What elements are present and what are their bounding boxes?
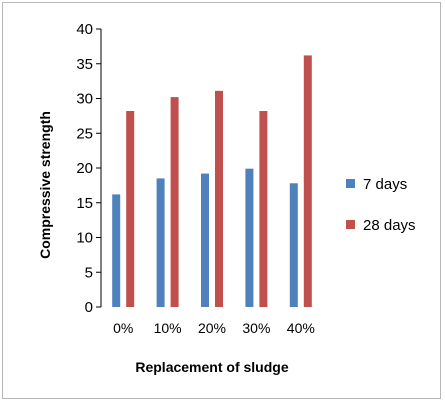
y-tick-label: 5	[85, 264, 93, 281]
y-tick-label: 10	[76, 230, 93, 247]
x-tick-label: 40%	[287, 320, 315, 336]
y-tick-label: 30	[76, 91, 93, 108]
y-tick-label: 25	[76, 125, 93, 142]
x-axis-title: Replacement of sludge	[135, 359, 288, 375]
legend-label-7-days: 7 days	[363, 176, 407, 193]
x-tick-label: 10%	[154, 320, 182, 336]
x-tick-label: 20%	[198, 320, 226, 336]
y-tick-label: 20	[76, 160, 93, 177]
bar-7-days-40pct	[289, 183, 298, 307]
bar-28-days-10pct	[170, 97, 179, 307]
legend-swatch-7-days	[346, 179, 355, 188]
y-axis-title: Compressive strength	[37, 111, 53, 259]
y-tick-label: 40	[76, 21, 93, 38]
bar-28-days-20pct	[215, 90, 223, 307]
bar-7-days-20pct	[201, 173, 209, 307]
y-axis-ticks: 0 5 10 15 20 25 30 35 40	[76, 21, 101, 316]
y-tick-label: 35	[76, 56, 93, 73]
bar-7-days-0pct	[112, 194, 121, 307]
legend: 7 days 28 days	[346, 176, 416, 234]
bar-7-days-10pct	[156, 178, 165, 307]
x-tick-label: 30%	[242, 320, 270, 336]
y-tick-label: 0	[85, 299, 93, 316]
bar-28-days-0pct	[126, 111, 135, 307]
bar-28-days-40pct	[303, 55, 312, 307]
legend-label-28-days: 28 days	[363, 217, 416, 234]
legend-swatch-28-days	[346, 220, 355, 229]
x-tick-label: 0%	[113, 320, 133, 336]
bars	[112, 55, 312, 307]
bar-7-days-30pct	[245, 168, 254, 307]
y-tick-label: 15	[76, 195, 93, 212]
x-axis-ticks: 0% 10% 20% 30% 40%	[113, 320, 315, 336]
bar-28-days-30pct	[259, 111, 268, 307]
